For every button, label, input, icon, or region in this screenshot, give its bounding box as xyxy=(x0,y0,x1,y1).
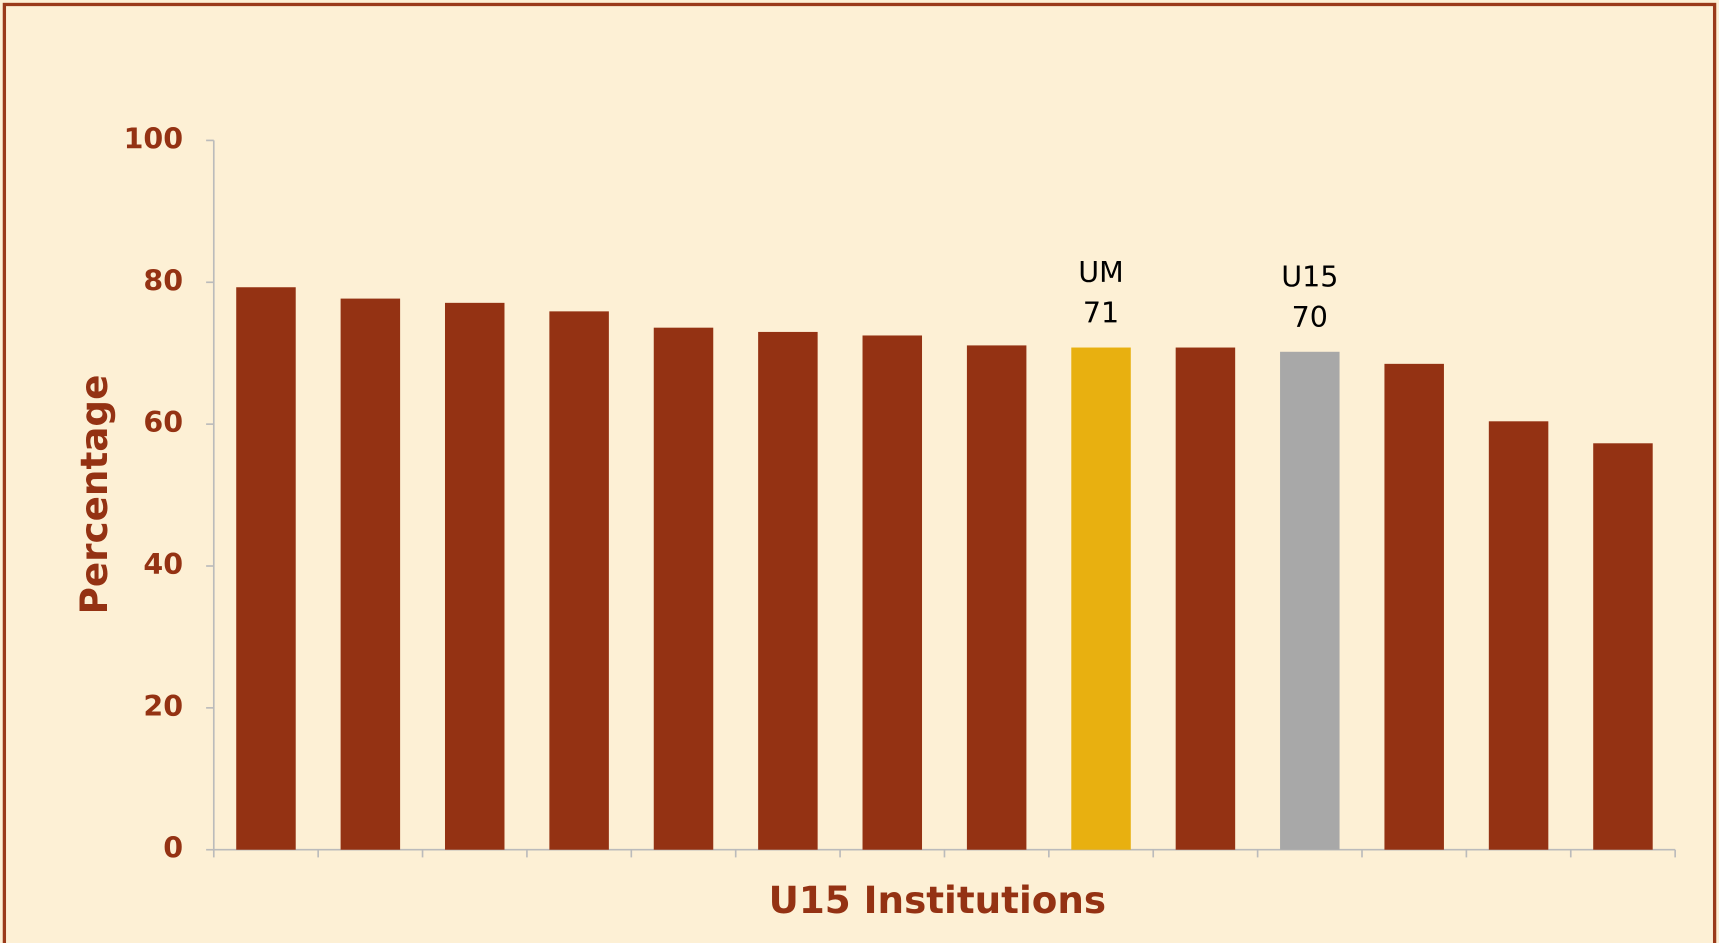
bar xyxy=(1071,347,1131,850)
y-tick-label: 40 xyxy=(143,548,183,581)
bar xyxy=(340,298,401,850)
y-tick-label: 0 xyxy=(163,832,183,865)
y-tick-label: 20 xyxy=(143,690,183,723)
bar xyxy=(1488,421,1549,850)
y-tick-label: 80 xyxy=(143,264,183,297)
bar xyxy=(549,311,609,850)
y-axis-title: Percentage xyxy=(72,375,116,615)
bar xyxy=(862,335,923,850)
x-axis-title: U15 Institutions xyxy=(769,878,1107,922)
bar xyxy=(653,327,714,850)
bar xyxy=(1593,443,1653,850)
annotation: UM xyxy=(1078,256,1123,289)
bar xyxy=(758,331,818,850)
bar xyxy=(1384,363,1444,850)
bar xyxy=(236,287,296,850)
y-tick-label: 60 xyxy=(143,406,183,439)
bar xyxy=(444,302,505,850)
annotation: U15 xyxy=(1281,260,1338,293)
value-label: 71 xyxy=(1083,297,1119,330)
y-tick-label: 100 xyxy=(124,122,184,155)
bar xyxy=(1175,347,1236,850)
value-label: 70 xyxy=(1292,301,1328,334)
bar xyxy=(966,345,1027,850)
bar xyxy=(1280,351,1340,850)
